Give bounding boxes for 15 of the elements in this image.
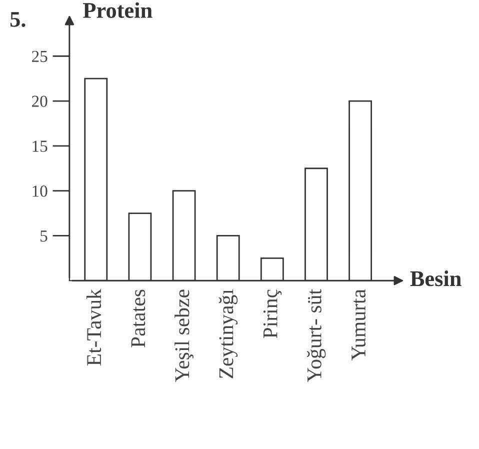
x-tick-label: Pirinç — [263, 290, 282, 338]
y-tick-label: 15 — [32, 140, 48, 152]
y-tick-label: 20 — [32, 96, 48, 107]
y-tick-label: 25 — [32, 50, 48, 62]
x-tick-label: Patates — [131, 290, 146, 348]
x-tick-label: Zeytinyağı — [218, 289, 238, 378]
text: 5. — [10, 12, 26, 27]
y-tick-label: 5 — [40, 230, 48, 242]
y-axis-title: Protein — [83, 2, 152, 18]
y-tick-label: 10 — [32, 186, 48, 197]
x-axis-title: Besin — [410, 270, 462, 286]
x-tick-label: Yeşil sebze — [174, 290, 194, 382]
x-tick-label: Et-Tavuk — [86, 288, 102, 366]
x-tick-label: Yoğurt- süt — [306, 289, 326, 382]
x-tick-label: Yumurta — [352, 289, 366, 360]
